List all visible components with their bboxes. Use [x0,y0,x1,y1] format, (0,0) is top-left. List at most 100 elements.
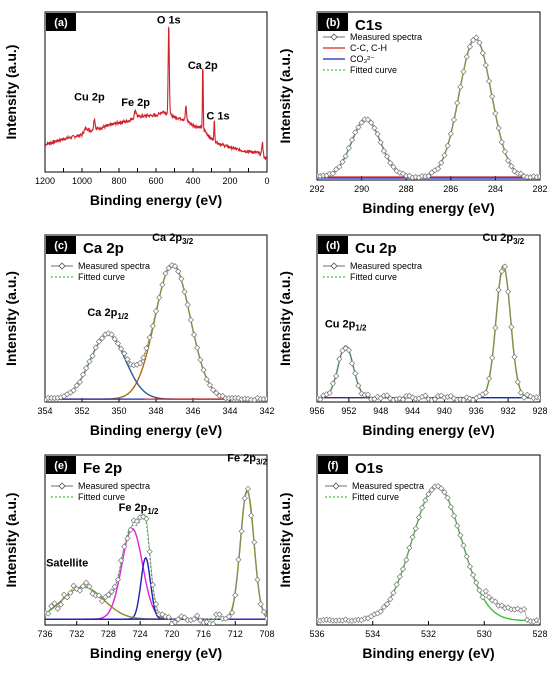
measured-point [399,396,407,402]
measured-point [520,173,528,180]
measured-point [454,99,461,107]
measured-point [143,515,150,522]
measured-point [450,512,458,519]
x-axis-label: Binding energy (eV) [90,645,222,661]
legend-label-2: CO₃²⁻ [350,54,375,64]
peak-annotation-text: Cu 2p [74,91,105,103]
measured-point [409,534,416,541]
measured-point [438,159,445,166]
measured-point [89,590,96,597]
chart-panel-e: (e) Fe 2p 736 732 728 724 720 716 712 708 Binding … [3,452,275,661]
measured-point [140,354,147,361]
measured-point [95,592,103,599]
measured-point [336,163,343,171]
x-tick-label: 200 [222,176,237,186]
measured-point [412,525,419,532]
peak-annotation: Fe 2p1/2 [119,502,159,516]
measured-point [476,39,483,46]
measured-point [152,601,160,608]
peak-annotation-subscript: 1/2 [147,507,159,516]
legend-label-1: Fitted curve [78,272,125,282]
peak-annotation: Ca 2p1/2 [87,307,129,321]
measured-point [165,265,172,272]
measured-point [194,612,201,619]
measured-point [108,331,115,338]
panel-title: Ca 2p [83,240,124,257]
measured-point [470,571,477,579]
measured-point [485,594,493,601]
measured-point [95,338,103,345]
x-axis-label: Binding energy (eV) [362,422,494,438]
measured-point [383,601,391,608]
measured-point [377,395,384,402]
x-tick-label: 352 [74,406,89,416]
measured-point [425,490,432,498]
x-tick-label: 282 [532,184,547,194]
x-tick-label: 944 [405,406,420,416]
measured-point [51,600,58,607]
measured-point [508,162,515,170]
legend-label-1: Fitted curve [350,272,397,282]
measured-point [70,387,77,394]
x-tick-label: 1000 [72,176,92,186]
peak-annotation-text: Satellite [46,558,88,570]
measured-point [352,129,359,136]
legend-label-1: Fitted curve [78,492,125,502]
measured-point [434,165,442,172]
measured-point [383,153,391,160]
measured-point [149,322,156,330]
x-axis-label: Binding energy (eV) [90,422,222,438]
measured-point [514,378,521,386]
measured-point [348,360,356,367]
panel-label: (d) [326,240,340,252]
measured-point [181,614,188,621]
measured-point [505,604,512,611]
x-axis-label: Binding energy (eV) [362,200,494,216]
measured-point [76,587,83,594]
x-tick-label: 800 [111,176,126,186]
plot-area [45,485,267,625]
measured-point [466,43,474,50]
peak-annotation: C 1s [206,111,229,123]
peak-annotation-text: Fe 2p [119,502,148,514]
component-curve-0 [45,263,267,400]
peak-annotation: Satellite [46,558,88,570]
measured-point [140,513,147,520]
fitted-curve [45,263,267,400]
measured-point [358,119,365,126]
legend-label-1: Fitted curve [352,492,399,502]
x-tick-label: 400 [185,176,200,186]
measured-point [524,391,531,398]
measured-point [159,281,166,288]
measured-point [505,288,512,295]
measured-point [355,124,362,131]
measured-point [482,588,489,595]
measured-point [352,370,359,377]
x-tick-label: 534 [365,629,380,639]
measured-point [371,124,378,132]
measured-point [390,163,397,170]
peak-annotation: Cu 2p3/2 [483,232,525,246]
x-tick-label: 530 [477,629,492,639]
measured-point [124,356,131,363]
measured-point [444,142,451,149]
measured-point [162,270,169,277]
measured-point [489,354,496,361]
measured-point [479,594,486,601]
measured-point [152,307,160,315]
x-tick-label: 288 [399,184,414,194]
measured-point [342,345,349,352]
measured-point [406,392,413,399]
measured-point [146,334,153,341]
panel-label: (c) [54,240,68,252]
measured-point [121,543,128,550]
measured-point [460,396,467,402]
measured-point [374,130,381,138]
measured-point [175,268,182,275]
peak-annotation-text: Cu 2p [483,232,514,244]
measured-point [194,344,201,351]
measured-point [111,583,118,590]
